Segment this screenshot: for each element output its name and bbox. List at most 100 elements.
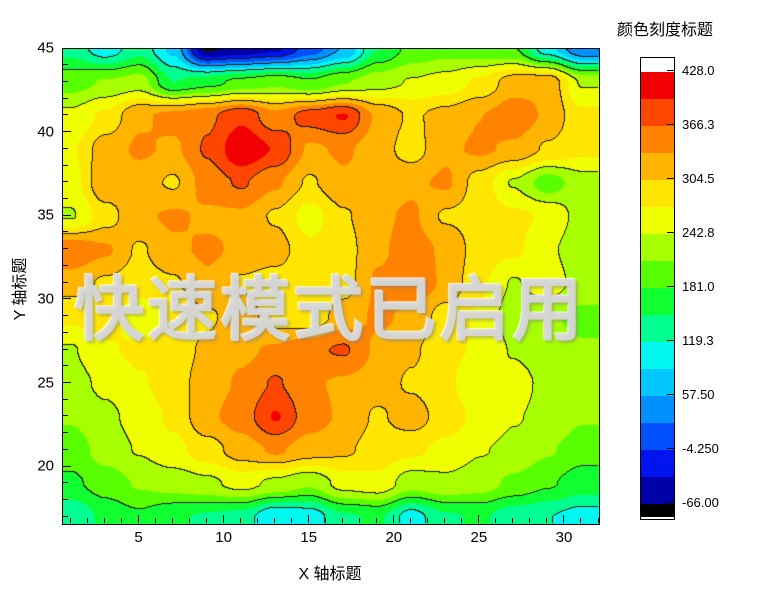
x-minor-tick — [580, 518, 582, 523]
colorbar-tick — [667, 70, 674, 71]
y-minor-tick — [63, 515, 68, 517]
x-major-tick — [308, 515, 310, 523]
x-major-tick — [393, 515, 395, 523]
colorbar-band-segment — [641, 98, 674, 126]
x-minor-tick — [87, 518, 89, 523]
x-tick-label: 15 — [300, 529, 318, 546]
colorbar-scale-label: 119.3 — [682, 332, 714, 348]
y-minor-tick — [63, 482, 68, 484]
x-tick-label: 25 — [470, 529, 488, 546]
y-minor-tick — [63, 281, 68, 283]
colorbar-scale-label: -4.250 — [682, 440, 719, 456]
x-minor-tick — [495, 518, 497, 523]
x-minor-tick — [427, 518, 429, 523]
x-minor-tick — [597, 518, 599, 523]
colorbar-scale-label: 366.3 — [682, 116, 715, 132]
y-tick-label: 45 — [37, 39, 54, 57]
y-minor-tick — [63, 398, 68, 400]
y-minor-tick — [63, 164, 68, 166]
x-minor-tick — [410, 518, 412, 523]
x-minor-tick — [274, 518, 276, 523]
x-tick-label: 10 — [215, 529, 232, 546]
colorbar-over-segment — [641, 58, 674, 72]
x-minor-tick — [206, 518, 208, 523]
y-tick-label: 20 — [37, 457, 54, 475]
y-tick-label: 40 — [37, 123, 54, 141]
contour-canvas — [63, 49, 599, 524]
x-minor-tick — [291, 518, 293, 523]
y-minor-tick — [63, 264, 68, 266]
y-minor-tick — [63, 114, 68, 116]
y-minor-tick — [63, 499, 68, 501]
colorbar-title: 颜色刻度标题 — [616, 22, 713, 39]
colorbar-scale-label: 304.5 — [682, 170, 715, 186]
y-major-tick — [63, 47, 71, 49]
y-major-tick — [63, 465, 71, 467]
colorbar-under-segment — [641, 503, 674, 517]
y-major-tick — [63, 382, 71, 383]
x-minor-tick — [512, 518, 514, 523]
x-minor-tick — [546, 518, 548, 523]
colorbar-band-segment — [641, 314, 674, 342]
colorbar-band-segment — [641, 233, 674, 261]
y-minor-tick — [63, 248, 68, 250]
x-minor-tick — [376, 518, 378, 523]
x-minor-tick — [172, 518, 174, 523]
colorbar-tick — [667, 340, 674, 341]
y-axis-title: Y 轴标题 — [12, 257, 29, 321]
y-minor-tick — [63, 348, 68, 350]
x-minor-tick — [240, 518, 242, 523]
y-minor-tick — [63, 181, 68, 183]
colorbar-tick — [667, 394, 674, 395]
y-minor-tick — [63, 97, 68, 99]
x-tick-label: 30 — [555, 529, 573, 546]
colorbar-scale-label: 428.0 — [682, 62, 715, 78]
x-minor-tick — [529, 518, 531, 523]
colorbar-band-segment — [641, 125, 674, 153]
y-tick-label: 35 — [37, 206, 54, 224]
colorbar-tick — [667, 448, 674, 449]
colorbar-band-segment — [641, 152, 674, 180]
y-tick-label: 30 — [37, 290, 54, 308]
x-axis-title: X 轴标题 — [298, 566, 362, 583]
colorbar-band-segment — [641, 179, 674, 207]
colorbar-band-segment — [641, 287, 674, 315]
colorbar-band-segment — [641, 476, 674, 504]
colorbar-scale-label: 57.50 — [682, 386, 715, 402]
y-minor-tick — [63, 415, 68, 417]
colorbar-tick — [667, 232, 674, 233]
x-major-tick — [223, 515, 225, 523]
x-minor-tick — [444, 518, 446, 523]
plot-area — [62, 48, 600, 525]
colorbar — [640, 57, 675, 520]
y-minor-tick — [63, 315, 68, 317]
x-minor-tick — [155, 518, 157, 523]
x-tick-label: 5 — [134, 529, 143, 546]
y-major-tick — [63, 214, 71, 216]
x-minor-tick — [325, 518, 327, 523]
y-minor-tick — [63, 198, 68, 200]
y-minor-tick — [63, 64, 68, 66]
colorbar-scale-label: -66.00 — [682, 494, 719, 510]
colorbar-tick — [667, 178, 674, 179]
y-minor-tick — [63, 231, 68, 233]
x-major-tick — [563, 515, 565, 523]
colorbar-tick — [667, 286, 674, 287]
colorbar-band-segment — [641, 422, 674, 450]
colorbar-band-segment — [641, 206, 674, 234]
colorbar-band-segment — [641, 341, 674, 369]
x-minor-tick — [189, 518, 191, 523]
y-minor-tick — [63, 331, 68, 333]
colorbar-band-segment — [641, 449, 674, 477]
x-minor-tick — [461, 518, 463, 523]
x-minor-tick — [70, 518, 71, 523]
y-minor-tick — [63, 448, 68, 450]
colorbar-band-segment — [641, 368, 674, 396]
colorbar-band-segment — [641, 395, 674, 423]
x-minor-tick — [104, 518, 106, 523]
colorbar-band-segment — [641, 71, 674, 99]
colorbar-scale-label: 242.8 — [682, 224, 715, 240]
x-major-tick — [138, 515, 140, 523]
colorbar-tick — [667, 124, 674, 125]
x-major-tick — [478, 515, 480, 523]
